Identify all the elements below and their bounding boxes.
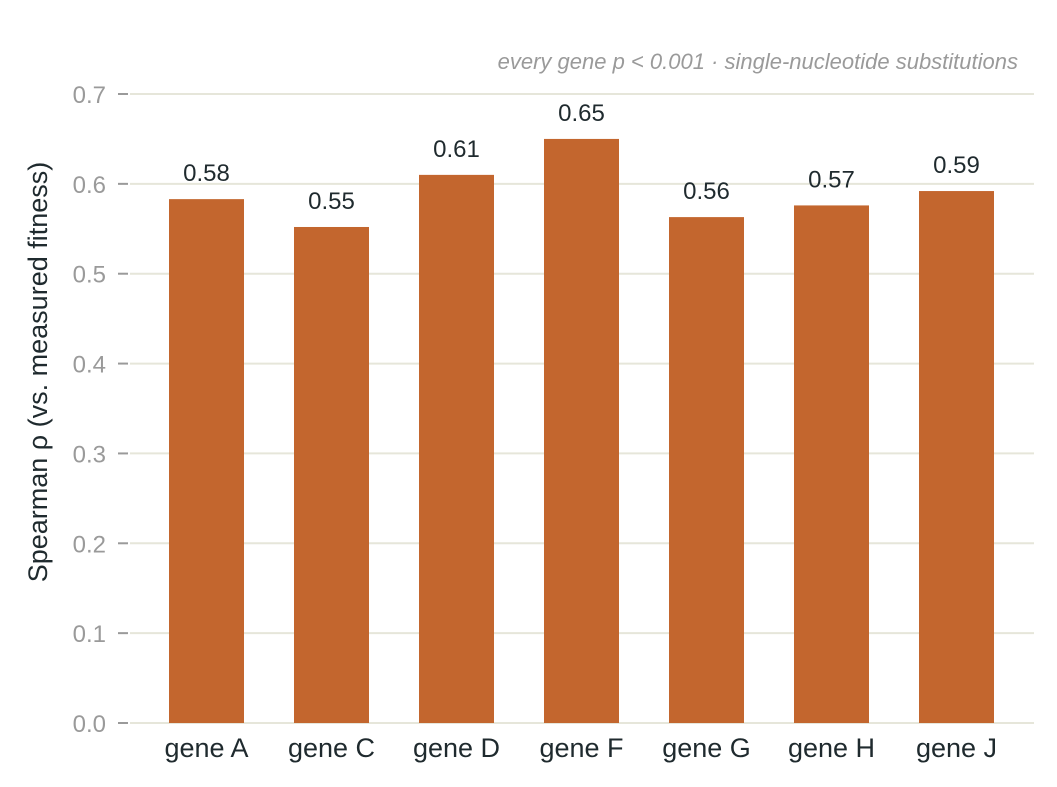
bar (919, 191, 994, 723)
bar (669, 217, 744, 723)
y-tick-label: 0.5 (73, 262, 106, 289)
data-label: 0.56 (683, 178, 730, 205)
x-tick-label: gene A (164, 733, 248, 763)
bar (419, 174, 494, 723)
y-tick-label: 0.2 (73, 531, 106, 558)
data-label: 0.58 (183, 160, 230, 187)
data-label: 0.61 (433, 136, 480, 163)
x-tick-label: gene F (539, 733, 623, 763)
x-tick-label: gene H (788, 733, 875, 763)
x-tick-label: gene C (288, 733, 375, 763)
data-label: 0.65 (558, 100, 605, 127)
bar (794, 205, 869, 723)
bar (169, 199, 244, 723)
y-tick-label: 0.1 (73, 621, 106, 648)
y-tick-label: 0.7 (73, 82, 106, 109)
bars (169, 138, 994, 723)
y-tick-label: 0.6 (73, 172, 106, 199)
y-tick-label: 0.0 (73, 711, 106, 738)
y-tick-label: 0.3 (73, 441, 106, 468)
y-axis-label: Spearman ρ (vs. measured fitness) (23, 162, 53, 583)
data-label: 0.55 (308, 188, 355, 215)
data-label: 0.59 (933, 152, 980, 179)
data-labels: 0.58 0.55 0.61 0.65 0.56 0.57 0.59 (183, 100, 980, 215)
axes: 0.0 0.1 0.2 0.3 0.4 0.5 0.6 0.7 gene A gene C gene… (73, 82, 997, 763)
bar (294, 226, 369, 723)
x-tick-label: gene D (413, 733, 500, 763)
x-tick-label: gene J (916, 733, 997, 763)
y-tick-label: 0.4 (73, 352, 106, 379)
x-tick-label: gene G (662, 733, 751, 763)
data-label: 0.57 (808, 166, 855, 193)
chart-subtitle: every gene p < 0.001 · single-nucleotide… (498, 49, 1018, 74)
bar (544, 138, 619, 723)
